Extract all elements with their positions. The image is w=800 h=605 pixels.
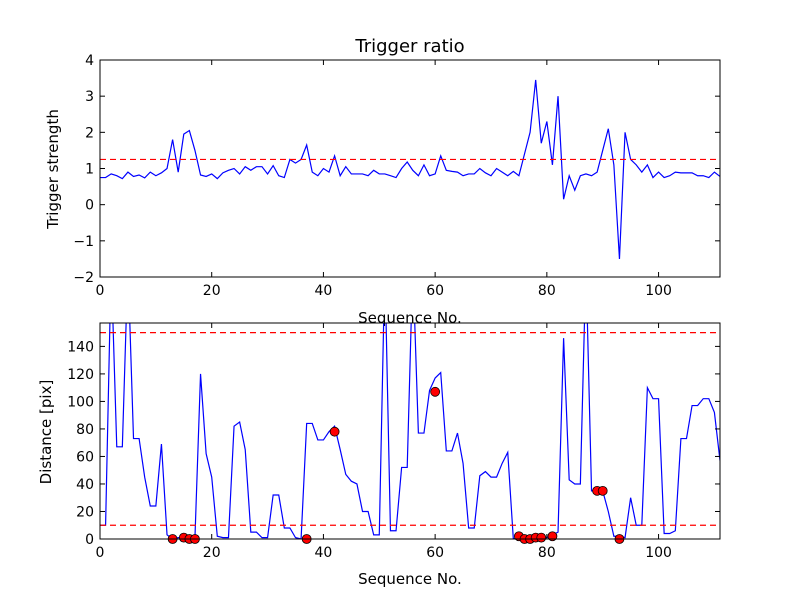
top-y-tick-label: 4: [85, 53, 94, 69]
top-x-tick-label: 40: [315, 283, 333, 299]
bottom-marker-point: [536, 532, 547, 543]
top-y-tick-label: 1: [85, 162, 94, 178]
bottom-y-tick-label: 80: [76, 422, 94, 438]
bottom-y-tick-label: 40: [76, 477, 94, 493]
bottom-axes: Sequence No. Distance [pix] 0 20 40 60 80 100…: [37, 322, 721, 588]
top-x-axis-label: Sequence No.: [358, 309, 462, 327]
top-x-tick-label: 80: [538, 283, 556, 299]
top-y-tick-label: −1: [73, 234, 94, 250]
bottom-x-tick-label: 80: [538, 545, 556, 561]
top-data-line: [100, 79, 720, 259]
bottom-y-tick-label: 0: [85, 532, 94, 548]
top-y-axis-label: Trigger strength: [44, 109, 62, 230]
bottom-marker-point: [329, 426, 340, 437]
bottom-y-tick-label: 60: [76, 449, 94, 465]
bottom-marker-point: [597, 485, 608, 496]
bottom-axes-frame: [99, 322, 721, 540]
top-y-tick-label: −2: [73, 270, 94, 286]
bottom-y-axis-label: Distance [pix]: [37, 380, 55, 485]
bottom-y-tick-label: 140: [67, 339, 94, 355]
bottom-marker-point: [547, 531, 558, 542]
bottom-x-tick-label: 100: [645, 545, 672, 561]
top-x-tick-label: 20: [203, 283, 221, 299]
bottom-x-tick-label: 0: [96, 545, 105, 561]
top-x-tick-label: 60: [426, 283, 444, 299]
top-x-tick-label: 100: [645, 283, 672, 299]
top-chart-title: Trigger ratio: [354, 36, 464, 57]
top-axes-frame: [99, 59, 721, 278]
bottom-marker-point: [430, 386, 441, 397]
bottom-y-tick-label: 120: [67, 367, 94, 383]
bottom-x-tick-label: 40: [315, 545, 333, 561]
top-axes: Trigger ratio Sequence No. Trigger stren…: [44, 36, 721, 327]
bottom-x-tick-label: 20: [203, 545, 221, 561]
top-y-tick-label: 0: [85, 198, 94, 214]
top-y-tick-label: 2: [85, 125, 94, 141]
bottom-y-tick-label: 100: [67, 394, 94, 410]
top-x-tick-label: 0: [96, 283, 105, 299]
top-y-tick-label: 3: [85, 89, 94, 105]
bottom-x-tick-label: 60: [426, 545, 444, 561]
bottom-x-axis-label: Sequence No.: [358, 570, 462, 588]
bottom-y-tick-label: 20: [76, 504, 94, 520]
